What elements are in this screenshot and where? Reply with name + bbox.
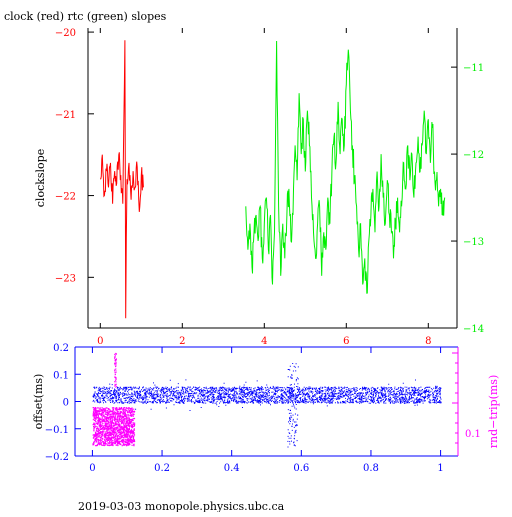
bottom-y-tick-label: −0.2 bbox=[45, 452, 69, 463]
top-panel: 0 2 4 6 8 −20 −21 −22 −23 −11 −12 −13 −14 clockslope bbox=[34, 28, 484, 347]
rndtrip-scatter-points bbox=[92, 352, 136, 447]
top-x-tick-label: 0 bbox=[97, 336, 103, 347]
top-y-tick-label: −22 bbox=[55, 192, 76, 203]
bottom-y-axis-label: offset(ms) bbox=[32, 374, 45, 430]
bottom-x-tick-label: 1 bbox=[437, 463, 443, 474]
rtc-slope-line bbox=[245, 40, 446, 294]
clock-slope-line bbox=[99, 40, 144, 319]
top-x-tick-label: 6 bbox=[343, 336, 349, 347]
footer-text: 2019-03-03 monopole.physics.ubc.ca bbox=[78, 500, 285, 512]
top-y2-tick-label: −11 bbox=[463, 63, 484, 74]
bottom-y-tick-label: 0 bbox=[63, 398, 69, 409]
top-x-tick-label: 8 bbox=[425, 336, 431, 347]
bottom-y-tick-label: 0.1 bbox=[53, 370, 69, 381]
bottom-y2-axis-label: rnd−trip(ms) bbox=[487, 375, 500, 449]
bottom-y-tick-label: 0.2 bbox=[53, 343, 69, 354]
top-y2-tick-label: −12 bbox=[463, 150, 484, 161]
top-y2-tick-label: −13 bbox=[463, 237, 484, 248]
top-y-tick-label: −21 bbox=[55, 110, 76, 121]
bottom-x-tick-label: 0 bbox=[89, 463, 95, 474]
top-x-tick-label: 2 bbox=[179, 336, 185, 347]
bottom-x-tick-label: 0.4 bbox=[224, 463, 240, 474]
top-y-axis-label: clockslope bbox=[34, 149, 47, 207]
bottom-y2-tick-label: 0.1 bbox=[465, 429, 481, 440]
top-y-tick-label: −23 bbox=[55, 273, 76, 284]
bottom-x-tick-label: 0.6 bbox=[293, 463, 309, 474]
top-x-tick-label: 4 bbox=[261, 336, 267, 347]
chart-title: clock (red) rtc (green) slopes bbox=[4, 10, 167, 23]
bottom-x-tick-label: 0.8 bbox=[363, 463, 379, 474]
top-y-tick-label: −20 bbox=[55, 28, 76, 39]
top-y2-tick-label: −14 bbox=[463, 324, 484, 335]
bottom-x-tick-label: 0.2 bbox=[154, 463, 170, 474]
bottom-panel: 0 0.2 0.4 0.6 0.8 1 0.2 0.1 0 −0.1 −0.2 0.1 offset(m… bbox=[32, 343, 500, 474]
bottom-y-tick-label: −0.1 bbox=[45, 425, 69, 436]
